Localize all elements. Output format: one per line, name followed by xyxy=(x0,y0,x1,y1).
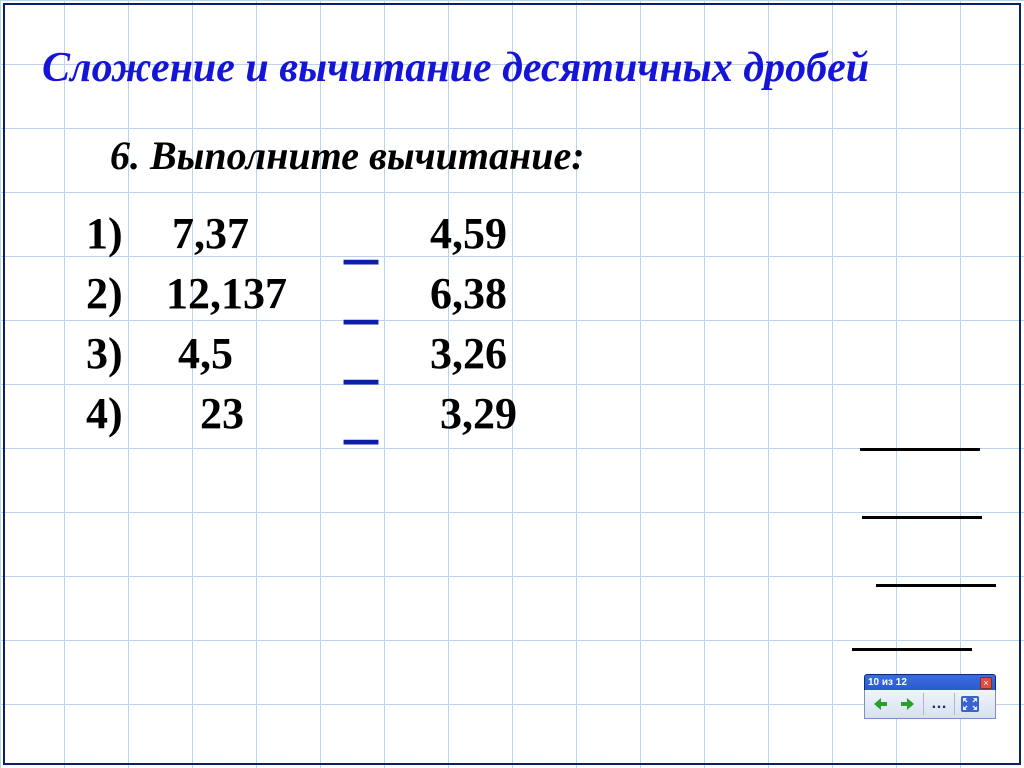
answer-blank xyxy=(852,648,972,651)
minus-icon: – xyxy=(344,298,378,332)
minus-icon: – xyxy=(344,358,378,392)
menu-button[interactable]: … xyxy=(926,692,952,716)
prev-icon xyxy=(872,697,888,711)
toolbar-separator xyxy=(954,693,955,715)
answer-blank xyxy=(862,516,982,519)
problem-label: 1) xyxy=(86,208,123,259)
problem-label: 4) xyxy=(86,388,123,439)
operand-a: 7,37 xyxy=(172,208,249,259)
answer-blank xyxy=(860,448,980,451)
next-icon xyxy=(900,697,916,711)
next-button[interactable] xyxy=(895,692,921,716)
slideshow-toolbar: 10 из 12 × … xyxy=(864,674,996,719)
page-title: Сложение и вычитание десятичных дробей xyxy=(42,44,869,92)
minus-icon: – xyxy=(344,238,378,272)
close-icon[interactable]: × xyxy=(980,677,992,689)
operand-b: 3,26 xyxy=(430,328,507,379)
toolbar-titlebar[interactable]: 10 из 12 × xyxy=(864,674,996,690)
answer-blank xyxy=(876,584,996,587)
fullscreen-button[interactable] xyxy=(957,692,983,716)
fullscreen-icon xyxy=(961,696,979,712)
prev-button[interactable] xyxy=(867,692,893,716)
operand-b: 6,38 xyxy=(430,268,507,319)
minus-icon: – xyxy=(344,418,378,452)
toolbar-title-text: 10 из 12 xyxy=(868,677,907,688)
problem-label: 2) xyxy=(86,268,123,319)
ellipsis-icon: … xyxy=(931,695,947,713)
operand-a: 4,5 xyxy=(178,328,233,379)
operand-a: 23 xyxy=(200,388,244,439)
toolbar-body: … xyxy=(864,690,996,719)
task-subtitle: 6. Выполните вычитание: xyxy=(110,132,585,179)
toolbar-separator xyxy=(923,693,924,715)
operand-b: 4,59 xyxy=(430,208,507,259)
operand-b: 3,29 xyxy=(440,388,517,439)
operand-a: 12,137 xyxy=(166,268,287,319)
problem-label: 3) xyxy=(86,328,123,379)
